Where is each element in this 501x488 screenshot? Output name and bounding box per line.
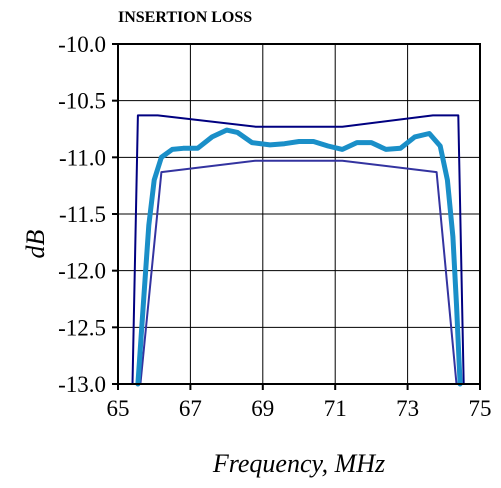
y-tick-label: -10.0 [58,32,106,57]
x-tick-label: 73 [396,396,419,421]
series-layer [131,114,465,387]
chart-title: INSERTION LOSS [118,9,252,26]
grid [118,44,480,384]
y-axis-label: dB [21,229,50,258]
x-tick-label: 69 [251,396,274,421]
y-tick-label: -11.5 [59,202,106,227]
y-tick-label: -11.0 [59,145,106,170]
x-tick-label: 67 [179,396,202,421]
x-tick-label: 65 [107,396,130,421]
y-tick-label: -12.5 [58,315,106,340]
x-tick-label: 71 [324,396,347,421]
tick-labels: 65 67 69 71 73 75 -10.0 -10.5 -11.0 -11.5 -12.0 -12… [58,32,491,421]
y-tick-label: -12.0 [58,259,106,284]
series-line-2 [139,159,458,385]
series-line-3 [135,127,463,387]
series-line-1 [131,114,465,385]
y-tick-label: -10.5 [58,89,106,114]
y-tick-label: -13.0 [58,372,106,397]
x-tick-label: 75 [469,396,492,421]
x-axis-label: Frequency, MHz [212,449,385,478]
